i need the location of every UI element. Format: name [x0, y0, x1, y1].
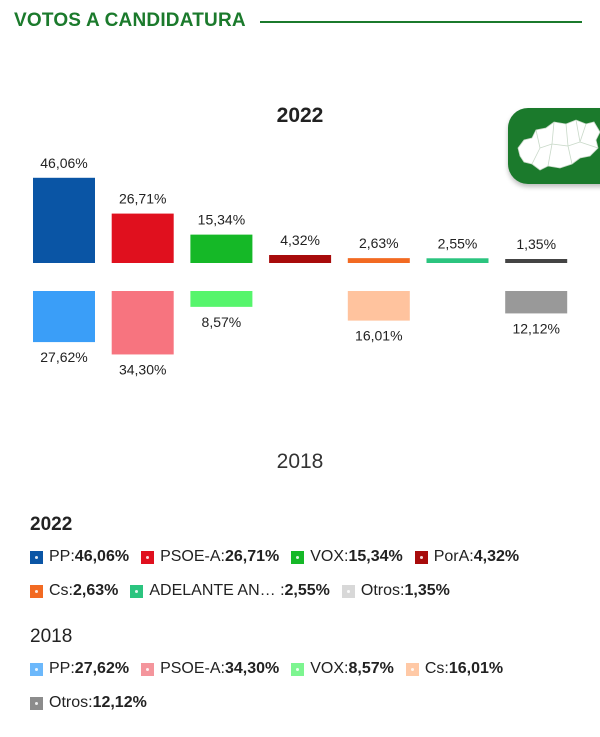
legend-item[interactable]: VOX: 15,34% [291, 548, 403, 566]
legend-party-name: VOX: [310, 548, 349, 565]
label-2018-otros: 12,12% [512, 320, 559, 336]
legend-party-value: 26,71% [224, 548, 280, 565]
bar-2022-pora[interactable] [269, 255, 332, 263]
label-2022-pora: 4,32% [280, 232, 320, 248]
section-header: VOTOS A CANDIDATURA [14, 10, 582, 34]
legend-item[interactable]: ADELANTE AN… :2,55% [130, 582, 330, 600]
legend-row: PP: 46,06% PSOE-A: 26,71% VOX: 15,34% PorA: 4,3… [30, 544, 531, 570]
legend-swatch [405, 662, 419, 676]
legend-party-value: 12,12% [92, 694, 147, 711]
legend-swatch [30, 584, 43, 598]
legend-party-value: 27,62% [74, 660, 130, 677]
legend-swatch [414, 550, 428, 564]
legend-swatch [141, 662, 155, 676]
bar-2022-psoe-a[interactable] [111, 213, 174, 263]
legend-row: Cs: 2,63% ADELANTE AN… :2,55% Otros: 1,35% [30, 578, 531, 604]
bar-2018-otros[interactable] [505, 291, 568, 314]
section-title: VOTOS A CANDIDATURA [14, 10, 246, 31]
bar-2018-vox[interactable] [190, 291, 253, 307]
legend-party-value: 2,55% [284, 582, 330, 599]
legend-party-name: PP: [49, 660, 75, 677]
bar-2022-otros[interactable] [505, 259, 568, 263]
legend-swatch [341, 584, 355, 598]
label-2022-otros: 1,35% [516, 236, 556, 252]
label-2018-cs: 16,01% [355, 328, 402, 344]
legend-party-name: ADELANTE AN… : [149, 582, 285, 599]
legend-swatch [130, 584, 144, 598]
legend-swatch [141, 550, 155, 564]
legend-party-name: Cs: [424, 660, 449, 677]
legend-swatch [30, 696, 43, 710]
legend-party-value: 2,63% [73, 582, 119, 599]
legend-party-name: PSOE-A: [160, 548, 225, 565]
legend-year-2022: 2022 [30, 514, 73, 535]
label-2018-vox: 8,57% [202, 314, 242, 330]
legend-party-value: 4,32% [473, 548, 520, 565]
bar-2018-psoe-a[interactable] [111, 291, 174, 355]
bar-2022-pp[interactable] [33, 177, 95, 263]
legend-item[interactable]: Cs: 2,63% [30, 582, 118, 600]
legend-swatch [30, 550, 43, 564]
legend-party-value: 1,35% [404, 582, 450, 599]
legend-party-name: PSOE-A: [160, 660, 225, 677]
legend-row: Otros: 12,12% [30, 690, 515, 716]
legend-item[interactable]: VOX: 8,57% [291, 660, 394, 678]
legend-item[interactable]: PSOE-A: 34,30% [141, 660, 279, 678]
legend-party-value: 46,06% [74, 548, 130, 565]
bar-2022-cs[interactable] [347, 258, 410, 263]
legend-swatch [291, 662, 305, 676]
legend-party-value: 34,30% [224, 660, 280, 677]
bar-2022-adelante-an[interactable] [426, 258, 489, 263]
label-2022-cs: 2,63% [359, 235, 399, 251]
label-2018-psoe-a: 34,30% [119, 361, 166, 377]
legend-item[interactable]: PP: 46,06% [30, 548, 129, 566]
legend-party-name: Otros: [360, 582, 405, 599]
legend-item[interactable]: Otros: 1,35% [341, 582, 450, 600]
legend-swatch [30, 662, 43, 676]
label-2022-psoe-a: 26,71% [119, 191, 166, 207]
vote-bar-chart: 46,06% 27,62% 26,71% 34,30% 15,34% 8,57% 4,32%… [33, 155, 568, 377]
legend-year-2018: 2018 [30, 626, 73, 647]
label-2022-adelante-an: 2,55% [438, 235, 478, 251]
legend-item[interactable]: PSOE-A: 26,71% [141, 548, 279, 566]
year-label-2022: 2022 [276, 104, 324, 127]
legend-item[interactable]: Cs: 16,01% [405, 660, 504, 678]
label-2022-vox: 15,34% [198, 212, 245, 228]
bar-2018-pp[interactable] [33, 291, 95, 343]
legend-party-name: PP: [49, 548, 75, 565]
label-2018-pp: 27,62% [40, 349, 87, 365]
year-label-2018: 2018 [276, 450, 324, 473]
bar-2022-vox[interactable] [190, 234, 253, 263]
andalucia-map-icon [517, 119, 600, 171]
legend-party-name: Otros: [49, 694, 93, 711]
legend-party-name: Cs: [49, 582, 73, 599]
legend-item[interactable]: PorA: 4,32% [414, 548, 520, 566]
legend-party-value: 16,01% [448, 660, 504, 677]
legend-party-value: 15,34% [348, 548, 403, 565]
bar-2018-cs[interactable] [347, 291, 410, 321]
legend-item[interactable]: PP: 27,62% [30, 660, 129, 678]
legend-item[interactable]: Otros: 12,12% [30, 694, 147, 712]
andalucia-map-badge[interactable] [508, 108, 600, 184]
legend-2018: 2018 PP: 27,62% PSOE-A: 34,30% VOX: 8,57% Cs: 1… [30, 626, 515, 724]
legend-row: PP: 27,62% PSOE-A: 34,30% VOX: 8,57% Cs: 16,01% [30, 656, 515, 682]
section-divider [260, 21, 582, 23]
legend-party-value: 8,57% [348, 660, 394, 677]
label-2022-pp: 46,06% [40, 155, 87, 171]
legend-party-name: VOX: [310, 660, 349, 677]
legend-party-name: PorA: [433, 548, 474, 565]
legend-swatch [291, 550, 305, 564]
legend-2022: 2022 PP: 46,06% PSOE-A: 26,71% VOX: 15,34% Por… [30, 514, 531, 612]
